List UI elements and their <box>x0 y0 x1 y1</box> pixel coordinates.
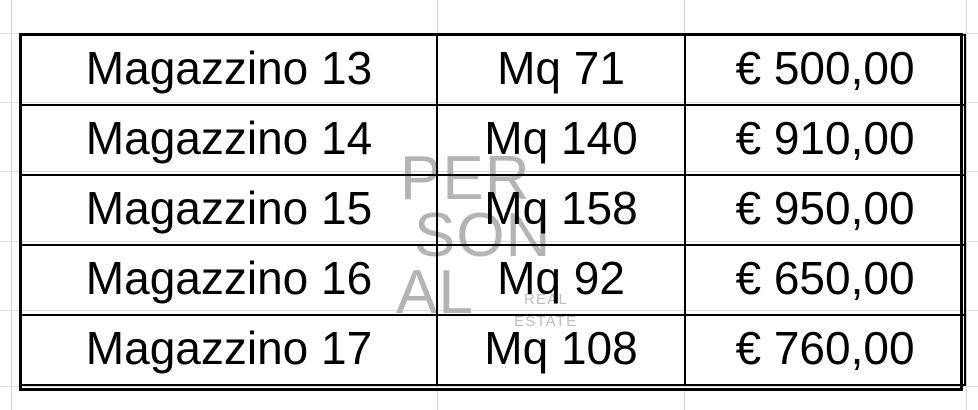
grid-line-vertical <box>11 0 12 410</box>
price-table-container: Magazzino 13 Mq 71 € 500,00 Magazzino 14… <box>19 33 966 391</box>
grid-line-horizontal <box>0 386 978 387</box>
cell-unit: Magazzino 15 <box>20 174 438 246</box>
cell-unit: Magazzino 16 <box>20 244 438 316</box>
cell-area: Mq 140 <box>436 104 686 176</box>
cell-unit: Magazzino 14 <box>20 104 438 176</box>
cell-price: € 950,00 <box>684 174 966 246</box>
cell-unit: Magazzino 13 <box>20 34 438 106</box>
table-row: Magazzino 13 Mq 71 € 500,00 <box>20 34 966 106</box>
grid-line-vertical <box>966 0 967 410</box>
cell-price: € 650,00 <box>684 244 966 316</box>
cell-area: Mq 71 <box>436 34 686 106</box>
table-row: Magazzino 14 Mq 140 € 910,00 <box>20 104 966 176</box>
price-table-body: Magazzino 13 Mq 71 € 500,00 Magazzino 14… <box>20 34 966 386</box>
cell-price: € 500,00 <box>684 34 966 106</box>
cell-area: Mq 92 <box>436 244 686 316</box>
cell-area: Mq 158 <box>436 174 686 246</box>
table-row: Magazzino 17 Mq 108 € 760,00 <box>20 314 966 386</box>
cell-area: Mq 108 <box>436 314 686 386</box>
cell-price: € 910,00 <box>684 104 966 176</box>
table-row: Magazzino 16 Mq 92 € 650,00 <box>20 244 966 316</box>
cell-unit: Magazzino 17 <box>20 314 438 386</box>
cell-price: € 760,00 <box>684 314 966 386</box>
table-row: Magazzino 15 Mq 158 € 950,00 <box>20 174 966 246</box>
price-table: Magazzino 13 Mq 71 € 500,00 Magazzino 14… <box>20 34 966 386</box>
